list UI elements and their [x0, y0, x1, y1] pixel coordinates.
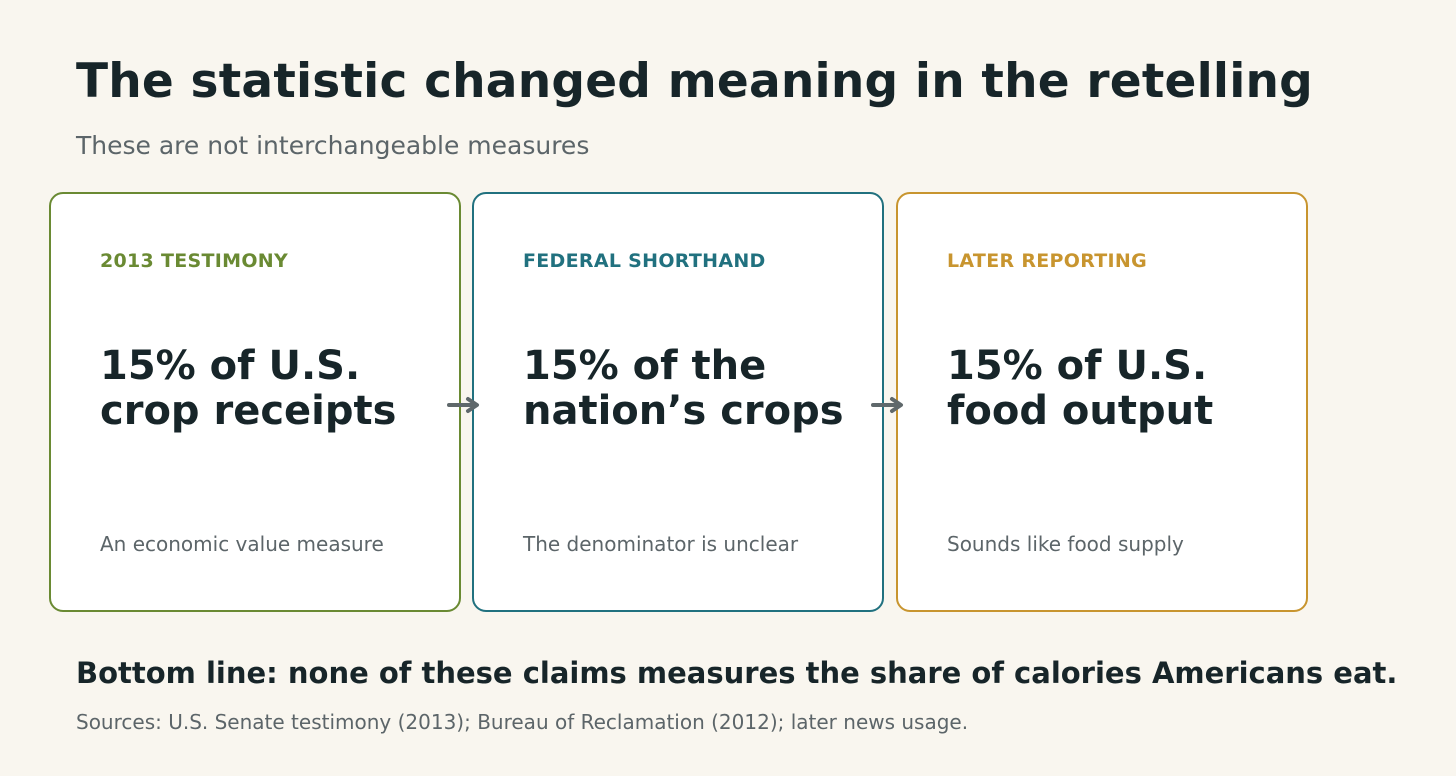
sources-note: Sources: U.S. Senate testimony (2013); B…	[76, 710, 969, 734]
card-claim: 15% of U.S. food output	[947, 343, 1214, 434]
bottom-line: Bottom line: none of these claims measur…	[76, 656, 1398, 690]
card-note: An economic value measure	[100, 532, 384, 556]
card-note: The denominator is unclear	[523, 532, 799, 556]
card-note: Sounds like food supply	[947, 532, 1184, 556]
card-federal-shorthand: FEDERAL SHORTHAND 15% of the nation’s cr…	[472, 192, 884, 612]
page-subtitle: These are not interchangeable measures	[76, 131, 590, 160]
card-2013-testimony: 2013 TESTIMONY 15% of U.S. crop receipts…	[49, 192, 461, 612]
card-label: LATER REPORTING	[947, 250, 1148, 272]
card-label: FEDERAL SHORTHAND	[523, 250, 766, 272]
arrow-right-icon	[447, 397, 479, 413]
card-claim: 15% of the nation’s crops	[523, 343, 844, 434]
arrow-right-icon	[871, 397, 903, 413]
page-title: The statistic changed meaning in the ret…	[76, 54, 1314, 109]
card-later-reporting: LATER REPORTING 15% of U.S. food output …	[896, 192, 1308, 612]
card-label: 2013 TESTIMONY	[100, 250, 289, 272]
card-claim: 15% of U.S. crop receipts	[100, 343, 397, 434]
